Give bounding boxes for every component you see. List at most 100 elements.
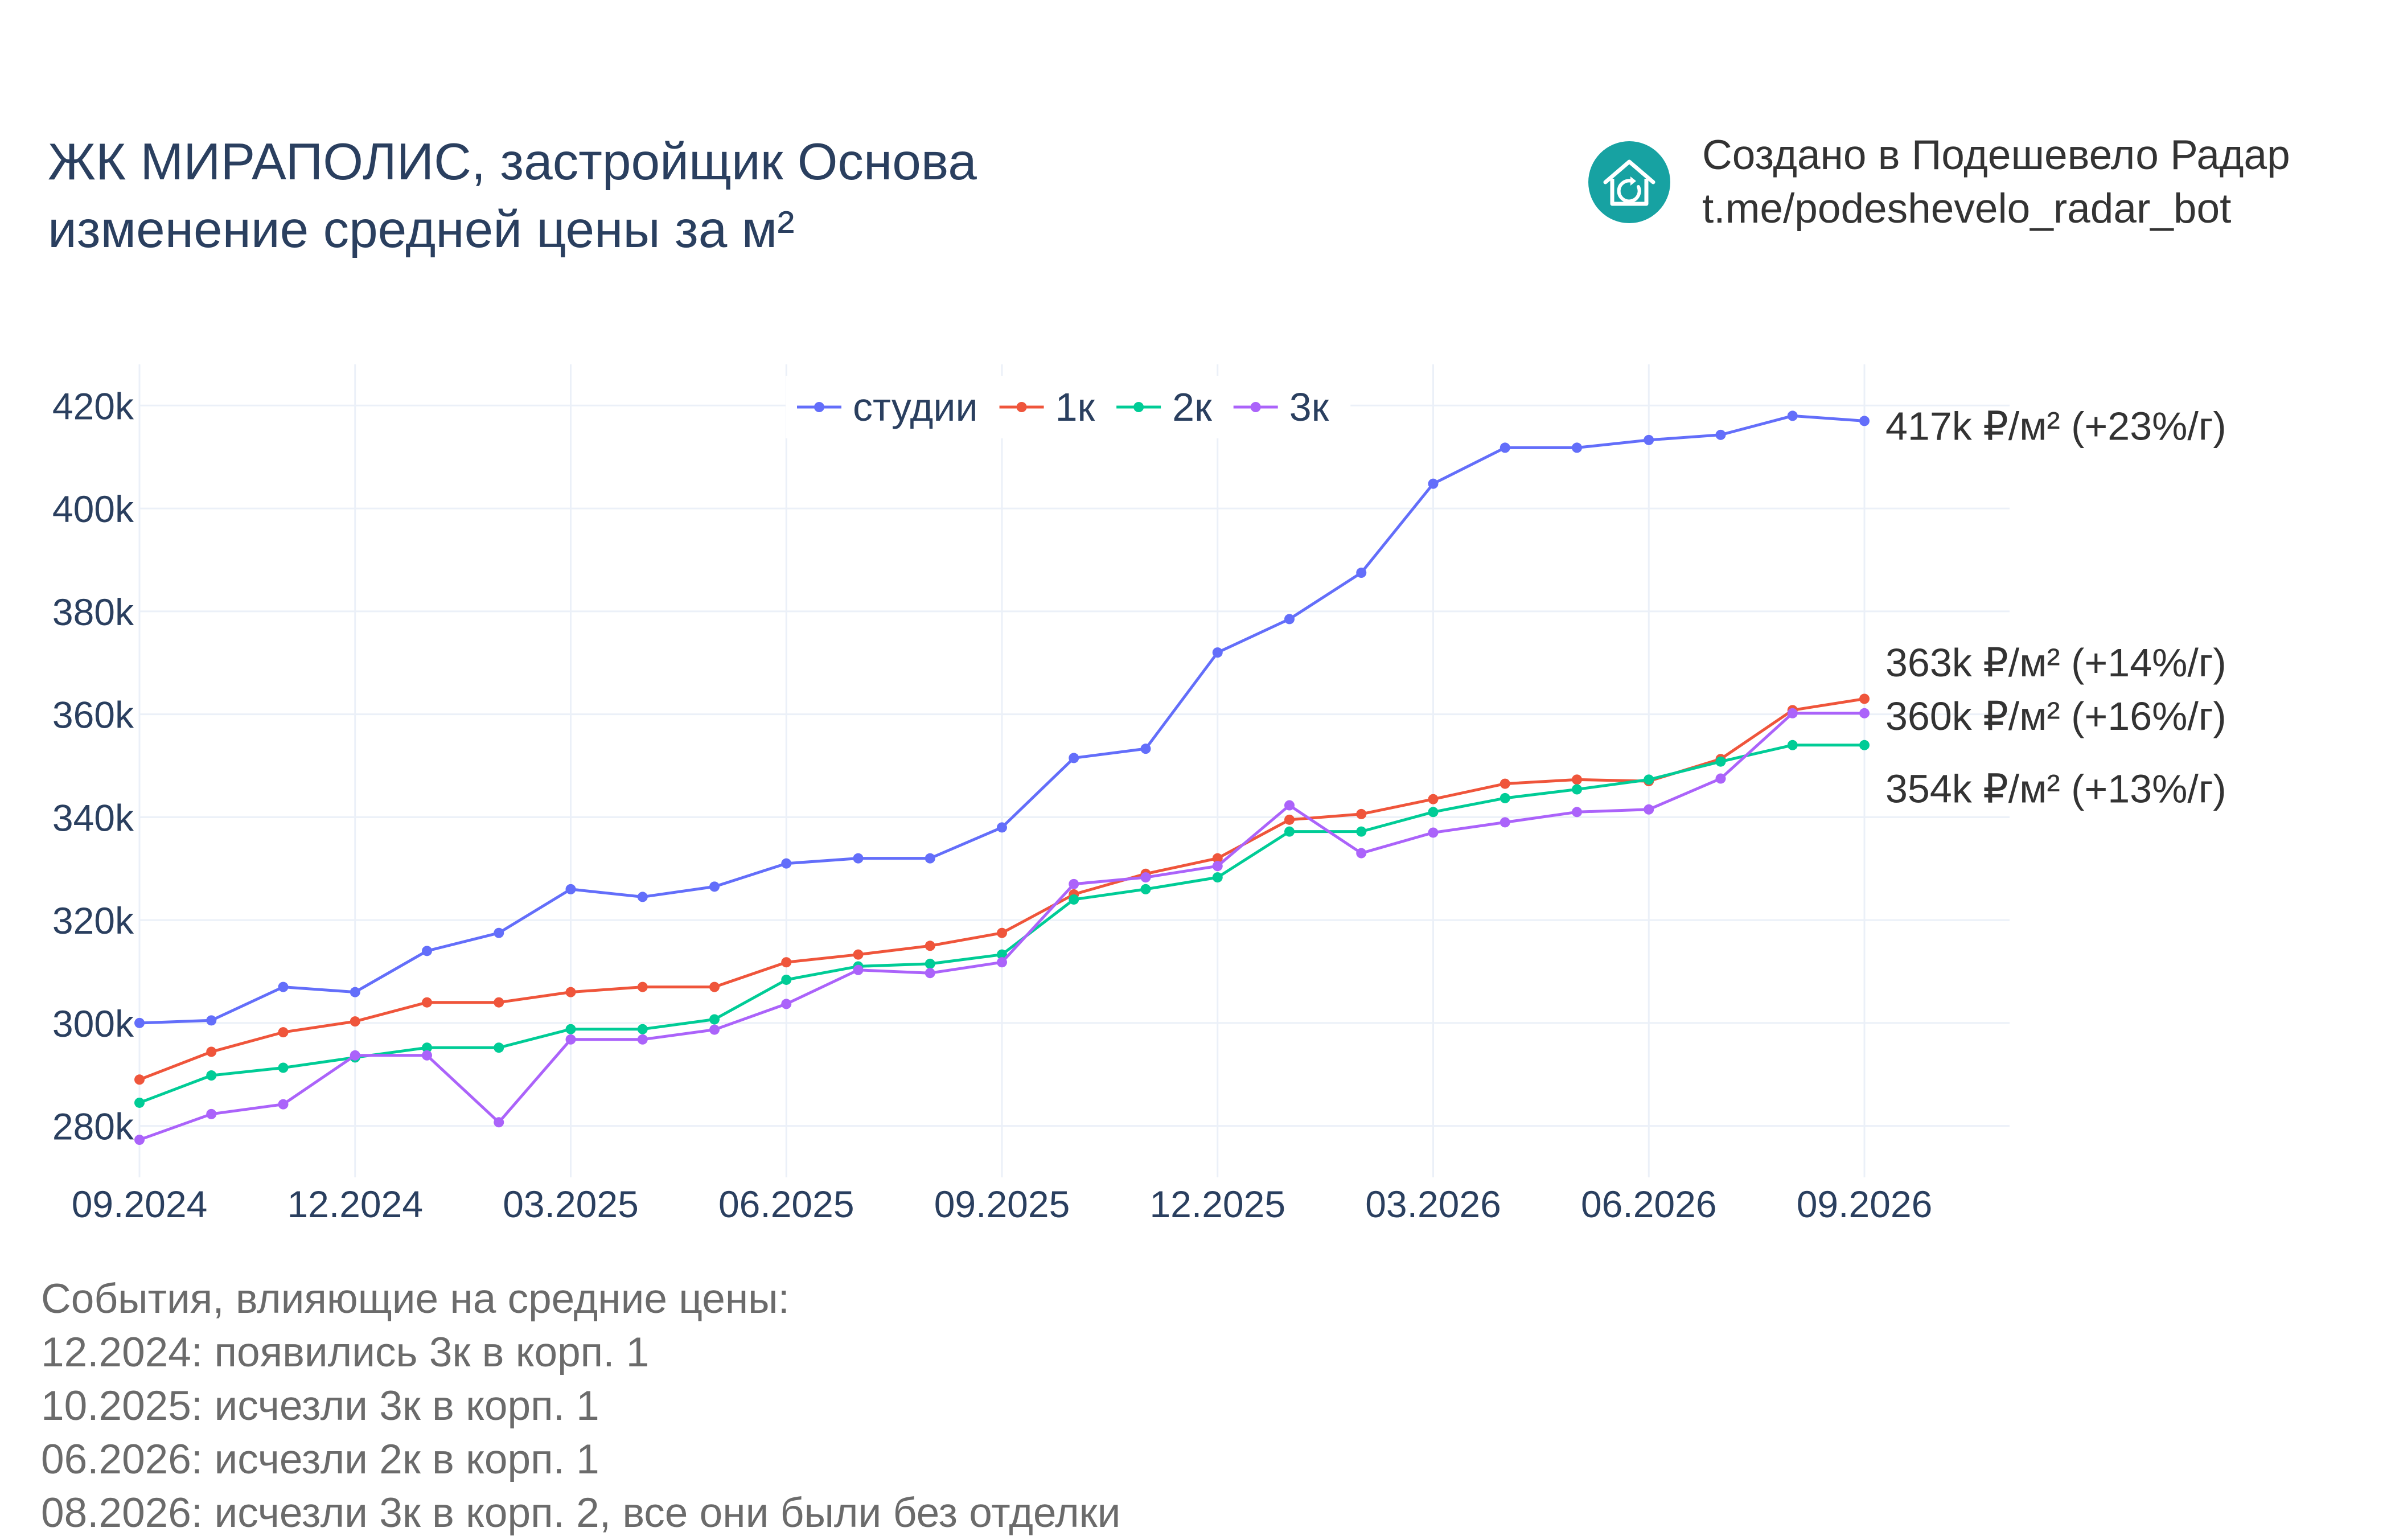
data-point xyxy=(1428,794,1439,804)
y-tick-label: 380k xyxy=(52,591,134,633)
data-point xyxy=(1428,807,1439,818)
brand-link[interactable]: t.me/podeshevelo_radar_bot xyxy=(1702,186,2232,232)
end-label: 360k ₽/м² (+16%/г) xyxy=(1885,694,2226,738)
data-point xyxy=(925,941,935,951)
data-point xyxy=(1859,416,1870,426)
x-tick-label: 09.2026 xyxy=(1797,1183,1933,1225)
data-point xyxy=(350,1016,360,1027)
data-point xyxy=(206,1070,217,1081)
events-note: События, влияющие на средние цены: 12.20… xyxy=(41,1272,1120,1540)
data-point xyxy=(1859,740,1870,750)
data-point xyxy=(637,1024,648,1034)
data-point xyxy=(134,1017,145,1028)
data-point xyxy=(853,853,864,864)
legend-entry: 1к xyxy=(1055,385,1095,429)
data-point xyxy=(853,964,864,975)
data-point xyxy=(1356,808,1367,819)
event-item: 08.2026: исчезли 3к в корп. 2, все они б… xyxy=(41,1490,1121,1536)
y-tick-label: 420k xyxy=(52,385,134,427)
data-point xyxy=(565,987,576,997)
data-point xyxy=(1356,848,1367,859)
y-tick-label: 360k xyxy=(52,694,134,736)
data-point xyxy=(1428,478,1439,489)
data-point xyxy=(494,997,504,1008)
chart-title-line1: ЖК МИРАПОЛИС, застройщик Основа xyxy=(48,133,977,191)
data-point xyxy=(565,1034,576,1045)
y-tick-label: 320k xyxy=(52,900,134,942)
x-tick-label: 06.2025 xyxy=(718,1183,854,1225)
end-label: 417k ₽/м² (+23%/г) xyxy=(1885,404,2226,448)
data-point xyxy=(1284,814,1295,825)
x-tick-label: 06.2026 xyxy=(1581,1183,1717,1225)
data-point xyxy=(278,982,289,992)
data-point xyxy=(1499,778,1510,789)
data-point xyxy=(1859,693,1870,704)
y-tick-label: 340k xyxy=(52,796,134,839)
data-point xyxy=(1284,614,1295,625)
data-point xyxy=(278,1099,289,1110)
data-point xyxy=(853,949,864,960)
x-tick-label: 12.2025 xyxy=(1149,1183,1285,1225)
data-point xyxy=(925,958,935,969)
legend-marker xyxy=(1016,402,1027,412)
legend-marker xyxy=(1133,402,1144,412)
data-point xyxy=(997,927,1007,938)
data-point xyxy=(565,884,576,894)
data-point xyxy=(637,892,648,902)
data-point xyxy=(1069,894,1079,905)
data-point xyxy=(134,1074,145,1085)
data-point xyxy=(1212,872,1223,883)
data-point xyxy=(709,982,720,992)
data-point xyxy=(781,974,792,985)
data-point xyxy=(422,1042,432,1053)
brand-block: Создано в Подешевело Радар t.me/podeshev… xyxy=(1588,132,2374,232)
data-point xyxy=(494,1117,504,1128)
data-point xyxy=(709,1024,720,1035)
end-labels: 417k ₽/м² (+23%/г) 363k ₽/м² (+14%/г) 354k… xyxy=(1885,404,2226,811)
data-point xyxy=(422,946,432,956)
legend-entry: студии xyxy=(853,385,978,429)
data-point xyxy=(350,1050,360,1061)
line-chart: 280k 300k 320k 340k 360k 380k 400k 420k 09.2024 1… xyxy=(52,364,2226,1225)
legend-marker xyxy=(814,402,824,412)
data-point xyxy=(637,982,648,992)
data-point xyxy=(1212,647,1223,658)
data-point xyxy=(925,968,935,979)
data-point xyxy=(1644,434,1654,445)
data-point xyxy=(422,1050,432,1061)
event-item: 10.2025: исчезли 3к в корп. 1 xyxy=(41,1383,599,1429)
data-point xyxy=(1140,872,1151,883)
data-point xyxy=(1572,807,1582,818)
x-tick-label: 09.2025 xyxy=(934,1183,1070,1225)
event-item: 06.2026: исчезли 2к в корп. 1 xyxy=(41,1436,599,1482)
data-point xyxy=(1787,410,1798,421)
data-point xyxy=(1572,442,1582,453)
x-tick-label: 12.2024 xyxy=(287,1183,423,1225)
data-point xyxy=(1284,800,1295,811)
data-point xyxy=(781,999,792,1009)
data-point xyxy=(1572,774,1582,785)
data-point xyxy=(1069,878,1079,889)
data-point xyxy=(1284,826,1295,837)
data-point xyxy=(1715,773,1726,784)
data-point xyxy=(1499,817,1510,828)
data-point xyxy=(494,1042,504,1053)
data-point xyxy=(1212,861,1223,872)
event-item: 12.2024: появились 3к в корп. 1 xyxy=(41,1329,650,1375)
data-point xyxy=(422,997,432,1008)
data-point xyxy=(134,1097,145,1108)
data-point xyxy=(709,881,720,892)
data-point xyxy=(1787,740,1798,750)
legend: студии 1к 2к 3к xyxy=(786,376,1351,438)
x-tick-label: 09.2024 xyxy=(72,1183,208,1225)
data-point xyxy=(494,927,504,938)
data-point xyxy=(1499,442,1510,453)
data-point xyxy=(637,1034,648,1045)
data-point xyxy=(206,1046,217,1057)
chart-subtitle: изменение средней цены за м² xyxy=(48,201,795,258)
data-point xyxy=(997,949,1007,960)
chart-title: ЖК МИРАПОЛИС, застройщик Основа изменени… xyxy=(48,128,977,264)
data-point xyxy=(206,1108,217,1119)
data-point xyxy=(1356,826,1367,837)
data-point xyxy=(925,853,935,864)
